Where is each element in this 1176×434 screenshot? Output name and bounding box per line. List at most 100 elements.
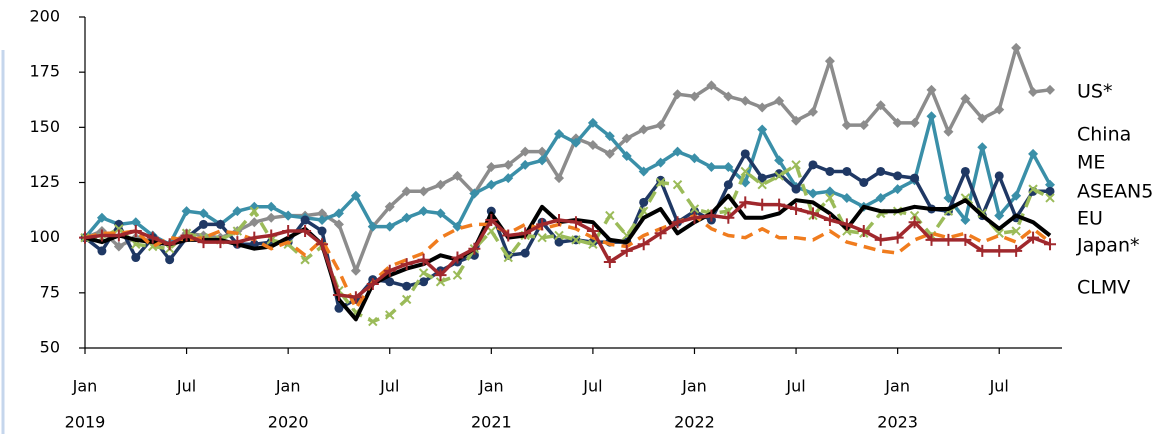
marker <box>824 56 835 67</box>
marker <box>384 201 395 212</box>
marker <box>874 233 887 246</box>
series-line <box>84 213 1052 311</box>
marker <box>993 244 1006 257</box>
marker <box>283 210 294 221</box>
marker <box>688 211 701 224</box>
marker <box>994 171 1004 181</box>
marker <box>926 111 937 122</box>
marker <box>502 229 515 242</box>
marker <box>401 212 412 223</box>
marker <box>960 93 971 104</box>
marker <box>891 231 904 244</box>
marker <box>689 91 700 102</box>
marker <box>554 173 565 184</box>
marker <box>486 162 497 173</box>
x-tick-label: Jul <box>989 377 1009 396</box>
marker <box>620 244 633 257</box>
marker <box>723 180 733 190</box>
marker <box>554 128 565 139</box>
marker <box>756 198 769 211</box>
marker <box>384 221 395 232</box>
marker <box>197 236 210 249</box>
marker <box>130 217 141 228</box>
marker <box>723 91 734 102</box>
marker <box>435 208 446 219</box>
marker <box>215 219 225 229</box>
marker <box>757 173 767 183</box>
marker <box>334 303 344 313</box>
marker <box>452 221 463 232</box>
marker <box>248 231 261 244</box>
marker <box>1011 42 1022 53</box>
marker <box>823 214 836 227</box>
marker <box>604 148 615 159</box>
marker <box>943 126 954 137</box>
marker <box>569 216 582 229</box>
marker <box>739 196 752 209</box>
marker <box>299 225 312 238</box>
marker <box>586 225 599 238</box>
marker <box>774 169 784 179</box>
marker <box>95 229 108 242</box>
marker <box>368 316 378 327</box>
marker <box>333 219 344 230</box>
legend-label: EU <box>1077 208 1103 230</box>
marker <box>131 253 141 263</box>
marker <box>638 166 649 177</box>
marker <box>875 192 886 203</box>
x-tick-label: Jan <box>72 377 98 396</box>
marker <box>537 232 547 243</box>
marker <box>520 159 531 170</box>
marker <box>435 277 446 287</box>
marker <box>672 146 683 157</box>
marker <box>503 252 513 263</box>
marker <box>909 210 920 221</box>
marker <box>316 238 329 251</box>
marker <box>571 235 581 245</box>
marker <box>554 230 564 241</box>
marker <box>486 179 497 190</box>
marker <box>706 80 717 91</box>
marker <box>791 115 802 126</box>
marker <box>417 253 430 266</box>
marker <box>265 229 278 242</box>
marker <box>332 289 345 302</box>
legend-label: China <box>1077 124 1131 146</box>
marker <box>892 117 903 128</box>
marker <box>926 84 937 95</box>
marker <box>757 179 767 190</box>
marker <box>536 218 549 231</box>
marker <box>114 224 124 234</box>
marker <box>385 310 395 320</box>
marker <box>350 190 361 201</box>
marker <box>959 233 972 246</box>
marker <box>994 210 1005 221</box>
y-tick-label: 75 <box>40 282 60 301</box>
marker <box>503 159 514 170</box>
marker <box>943 192 954 203</box>
marker <box>637 238 650 251</box>
marker <box>977 142 988 153</box>
marker <box>994 104 1005 115</box>
marker <box>282 225 295 238</box>
marker <box>366 278 379 291</box>
marker <box>1045 193 1055 203</box>
series-line <box>85 163 1051 324</box>
marker <box>588 239 598 249</box>
x-year-label: 2019 <box>65 413 106 432</box>
marker <box>452 170 463 181</box>
marker <box>807 106 818 117</box>
marker <box>740 149 750 159</box>
marker <box>79 231 91 244</box>
marker <box>400 258 413 271</box>
marker <box>654 227 667 240</box>
legend-label: Japan* <box>1076 235 1140 257</box>
marker <box>1011 226 1021 236</box>
marker <box>520 146 531 157</box>
series-line <box>83 114 1052 247</box>
marker <box>857 225 870 238</box>
marker <box>1028 87 1039 98</box>
marker <box>689 206 699 216</box>
legend-label: ME <box>1077 152 1105 174</box>
